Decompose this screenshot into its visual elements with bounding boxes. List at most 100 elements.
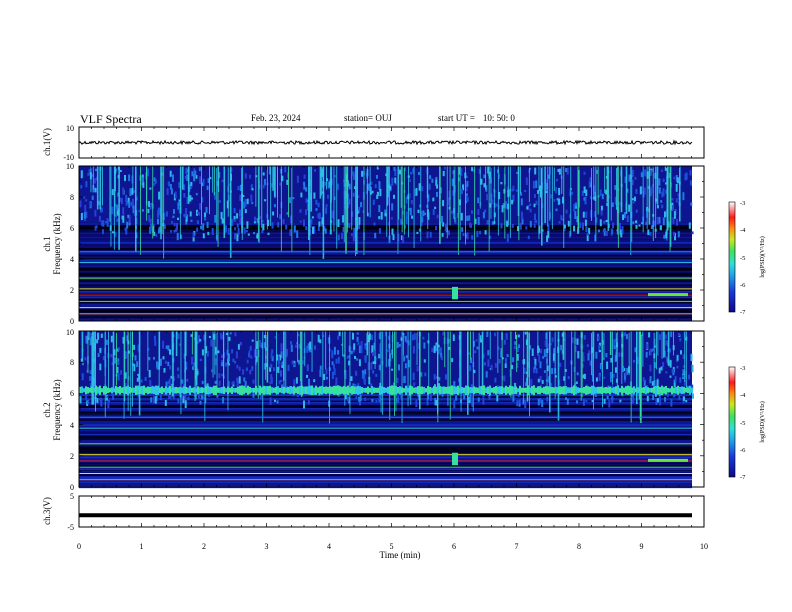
sferic-streak (479, 166, 481, 209)
emission-band (391, 385, 393, 396)
emission-band (229, 387, 231, 393)
spectrogram-noise (269, 381, 272, 385)
emission-band (539, 386, 541, 395)
spectrogram-noise (352, 192, 355, 197)
sferic-streak (311, 331, 313, 372)
spectrogram-band (79, 435, 692, 439)
spectrogram-noise (550, 194, 553, 199)
sferic-streak (577, 166, 580, 228)
spectrogram-noise (650, 226, 653, 229)
spectrogram-noise (86, 400, 89, 406)
emission-band (477, 387, 479, 393)
spectrogram-noise (331, 361, 334, 366)
spectrogram-noise (675, 198, 678, 203)
spectrogram-noise (376, 191, 379, 196)
spectrogram-noise (171, 391, 174, 397)
emission-band (421, 386, 423, 395)
emission-band (649, 388, 651, 393)
spectrogram-noise (192, 366, 194, 370)
spectrogram-noise (444, 223, 447, 232)
spectrogram-noise (298, 359, 300, 365)
emission-band (109, 388, 111, 393)
spectrogram-noise (170, 230, 172, 233)
emission-band (635, 388, 637, 393)
spectrogram-noise (403, 205, 406, 209)
spectrogram-noise (592, 197, 595, 200)
spectrogram-noise (584, 198, 587, 205)
emission-band (249, 386, 251, 394)
spectrogram-noise (142, 177, 144, 183)
spectrogram-noise (299, 220, 302, 223)
sferic-streak (182, 166, 184, 190)
spectrogram-band (79, 392, 692, 396)
emission-band (535, 387, 537, 393)
spectrogram-noise (404, 363, 407, 369)
spectrogram-noise (583, 373, 586, 380)
xtick-label-4: 4 (327, 542, 331, 551)
spectrogram-noise (111, 362, 114, 365)
spectrogram-noise (452, 190, 455, 196)
spectrogram-noise (577, 351, 580, 359)
spectrogram-noise (87, 172, 90, 176)
spectrogram-noise (79, 396, 82, 404)
emission-band (181, 387, 183, 394)
sferic-streak (258, 166, 260, 243)
spectrogram-noise (539, 185, 541, 192)
spectrogram-noise (368, 333, 371, 340)
spectrogram-noise (270, 352, 273, 359)
spectrogram-noise (99, 397, 102, 404)
spectrogram-noise (124, 227, 127, 231)
spectrogram-noise (259, 216, 261, 219)
spectrogram-noise (280, 379, 283, 383)
spectrogram-noise (201, 182, 204, 187)
spectrogram-noise (412, 345, 415, 354)
spectrogram-noise (649, 379, 652, 384)
spectrogram-noise (390, 217, 393, 220)
emission-band (263, 385, 265, 395)
spectrogram-noise (399, 169, 401, 175)
spectrogram-noise (585, 226, 588, 232)
spectrogram-noise (131, 175, 134, 184)
spectrogram-noise (677, 231, 680, 238)
emission-band (91, 387, 93, 394)
sferic-streak (597, 166, 599, 215)
figure-title: VLF Spectra (80, 112, 142, 126)
xtick-label-9: 9 (640, 542, 644, 551)
spectrogram-noise (364, 343, 367, 346)
emission-band (651, 387, 653, 393)
spectrogram-noise (488, 396, 491, 400)
spectrogram-noise (560, 344, 563, 351)
ch1-cbar-label: log(PSD)(V²/Hz) (759, 236, 766, 277)
spectrogram-noise (149, 218, 152, 224)
spectrogram-noise (468, 215, 471, 221)
sferic-streak (685, 331, 687, 389)
emission-band (359, 386, 361, 395)
spectrogram-noise (358, 223, 360, 229)
sferic-streak (523, 331, 525, 404)
spectrogram-noise (244, 199, 247, 207)
sferic-streak (343, 166, 345, 243)
spectrogram-band (79, 476, 692, 479)
spectrogram-noise (198, 167, 201, 172)
xtick-label-2: 2 (202, 542, 206, 551)
sferic-streak (205, 331, 207, 404)
emission-band (665, 386, 667, 395)
spectrogram-noise (465, 193, 468, 197)
spectrogram-noise (634, 196, 636, 202)
spectrogram-noise (120, 370, 123, 375)
spectrogram-noise (88, 169, 91, 175)
spectrogram-noise (291, 360, 294, 365)
spectrogram-noise (337, 356, 340, 364)
spectrogram-noise (486, 193, 489, 201)
spectrogram-noise (364, 343, 367, 349)
ch2-cbar-label: log(PSD)(V²/Hz) (759, 401, 766, 442)
spectrogram-noise (673, 231, 676, 237)
burst-event (452, 452, 458, 466)
spectrogram-noise (396, 377, 399, 383)
sferic-streak (223, 166, 226, 239)
spectrogram-noise (191, 197, 193, 200)
spectrogram-noise (331, 350, 334, 359)
spectrogram-noise (571, 337, 574, 344)
spectrogram-noise (666, 393, 669, 398)
spectrogram-noise (426, 231, 429, 239)
